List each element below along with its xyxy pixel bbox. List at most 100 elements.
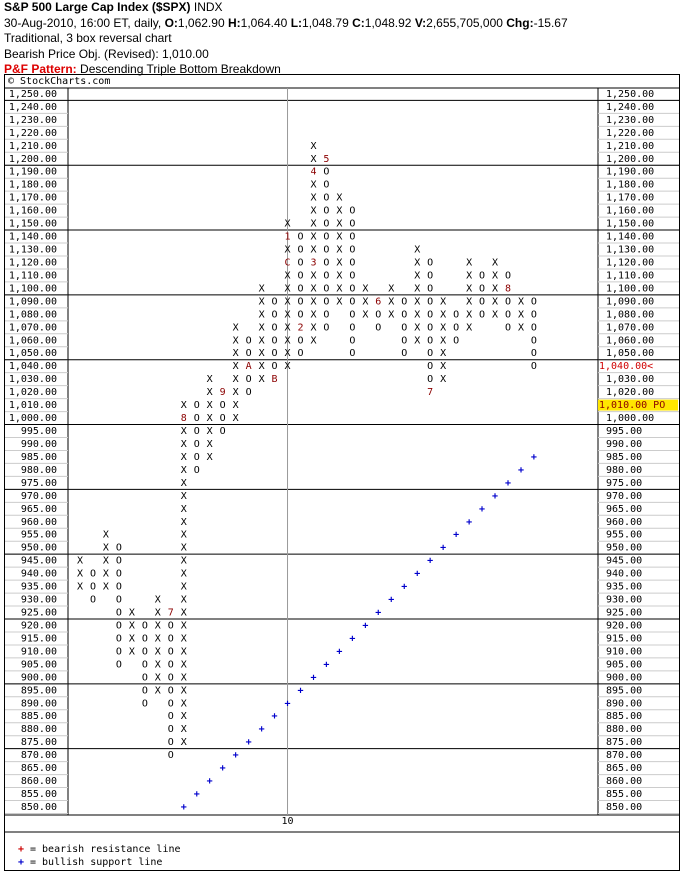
o-box: O bbox=[349, 296, 355, 307]
o-box: O bbox=[427, 309, 433, 320]
o-box: O bbox=[116, 633, 122, 644]
o-box: O bbox=[349, 206, 355, 217]
o-box: O bbox=[168, 646, 174, 657]
y-tick-label: 920.00 bbox=[21, 620, 57, 631]
o-box: O bbox=[297, 283, 303, 294]
quote-key: Chg: bbox=[506, 15, 534, 30]
quote-value: 1,048.79 bbox=[302, 15, 349, 30]
month-marker: 2 bbox=[297, 322, 303, 333]
x-box: X bbox=[259, 335, 265, 346]
o-box: O bbox=[272, 322, 278, 333]
y-tick-label: 1,200.00 bbox=[9, 154, 57, 165]
y-tick-label-right: 950.00 bbox=[606, 543, 642, 554]
title: S&P 500 Large Cap Index ($SPX) bbox=[4, 0, 191, 14]
x-box: X bbox=[103, 543, 109, 554]
y-tick-label-right: 990.00 bbox=[606, 439, 642, 450]
o-box: O bbox=[401, 322, 407, 333]
y-tick-label: 1,240.00 bbox=[9, 102, 57, 113]
x-box: X bbox=[129, 633, 135, 644]
y-tick-label: 965.00 bbox=[21, 504, 57, 515]
support-point: + bbox=[207, 776, 213, 787]
x-box: X bbox=[492, 257, 498, 268]
o-box: O bbox=[116, 569, 122, 580]
o-box: O bbox=[116, 608, 122, 619]
o-box: O bbox=[453, 309, 459, 320]
o-box: O bbox=[116, 556, 122, 567]
x-box: X bbox=[259, 283, 265, 294]
y-tick-label: 970.00 bbox=[21, 491, 57, 502]
y-tick-label-right: 985.00 bbox=[606, 452, 642, 463]
x-box: X bbox=[414, 257, 420, 268]
y-tick-label-right: 1,230.00 bbox=[606, 115, 654, 126]
x-box: X bbox=[518, 296, 524, 307]
y-tick-label-right: 860.00 bbox=[606, 776, 642, 787]
quote-value: -15.67 bbox=[533, 15, 568, 30]
y-tick-label: 1,230.00 bbox=[9, 115, 57, 126]
y-tick-label-right: 960.00 bbox=[606, 517, 642, 528]
y-tick-label: 1,040.00 bbox=[9, 361, 57, 372]
y-tick-label-right: 1,030.00 bbox=[606, 374, 654, 385]
support-point: + bbox=[375, 608, 381, 619]
x-box: X bbox=[285, 361, 291, 372]
o-box: O bbox=[505, 322, 511, 333]
o-box: O bbox=[142, 659, 148, 670]
o-box: O bbox=[323, 270, 329, 281]
o-box: O bbox=[427, 257, 433, 268]
month-marker: C bbox=[285, 257, 291, 268]
quote-line: 30-Aug-2010, 16:00 ET, daily, O:1,062.90… bbox=[4, 16, 568, 32]
support-point: + bbox=[427, 556, 433, 567]
x-box: X bbox=[336, 257, 342, 268]
o-box: O bbox=[323, 232, 329, 243]
y-tick-label: 1,000.00 bbox=[9, 413, 57, 424]
x-box: X bbox=[155, 659, 161, 670]
o-box: O bbox=[142, 620, 148, 631]
o-box: O bbox=[401, 296, 407, 307]
x-box: X bbox=[181, 659, 187, 670]
o-box: O bbox=[272, 361, 278, 372]
o-box: O bbox=[349, 219, 355, 230]
y-tick-label-right: 1,070.00 bbox=[606, 322, 654, 333]
o-box: O bbox=[297, 309, 303, 320]
y-tick-label-right: 1,090.00 bbox=[606, 296, 654, 307]
o-box: O bbox=[142, 672, 148, 683]
y-tick-label: 1,250.00 bbox=[9, 89, 57, 100]
quote-key: C: bbox=[352, 15, 365, 30]
o-box: O bbox=[116, 543, 122, 554]
x-box: X bbox=[440, 296, 446, 307]
y-tick-label-right: 1,000.00 bbox=[606, 413, 654, 424]
x-box: X bbox=[440, 374, 446, 385]
x-box: X bbox=[233, 335, 239, 346]
x-box: X bbox=[181, 672, 187, 683]
x-box: X bbox=[103, 582, 109, 593]
support-point: + bbox=[505, 478, 511, 489]
x-box: X bbox=[285, 309, 291, 320]
x-box: X bbox=[181, 711, 187, 722]
x-box: X bbox=[310, 193, 316, 204]
o-box: O bbox=[297, 245, 303, 256]
y-tick-label: 945.00 bbox=[21, 556, 57, 567]
x-box: X bbox=[362, 296, 368, 307]
o-box: O bbox=[272, 335, 278, 346]
o-box: O bbox=[505, 270, 511, 281]
y-tick-label: 900.00 bbox=[21, 672, 57, 683]
y-tick-label: 930.00 bbox=[21, 595, 57, 606]
o-box: O bbox=[531, 296, 537, 307]
x-box: X bbox=[518, 309, 524, 320]
x-box: X bbox=[466, 322, 472, 333]
support-point: + bbox=[259, 724, 265, 735]
y-tick-label-right: 1,210.00 bbox=[606, 141, 654, 152]
o-box: O bbox=[246, 348, 252, 359]
o-box: O bbox=[168, 750, 174, 761]
o-box: O bbox=[505, 296, 511, 307]
x-box: X bbox=[129, 608, 135, 619]
y-tick-label-right: 910.00 bbox=[606, 646, 642, 657]
x-box: X bbox=[466, 296, 472, 307]
x-box: X bbox=[233, 322, 239, 333]
y-tick-label-right: 1,240.00 bbox=[606, 102, 654, 113]
y-tick-label: 995.00 bbox=[21, 426, 57, 437]
x-box: X bbox=[77, 556, 83, 567]
x-box: X bbox=[310, 270, 316, 281]
date: 30-Aug-2010, 16:00 ET, daily, bbox=[4, 15, 162, 30]
x-box: X bbox=[310, 232, 316, 243]
x-box: X bbox=[181, 582, 187, 593]
